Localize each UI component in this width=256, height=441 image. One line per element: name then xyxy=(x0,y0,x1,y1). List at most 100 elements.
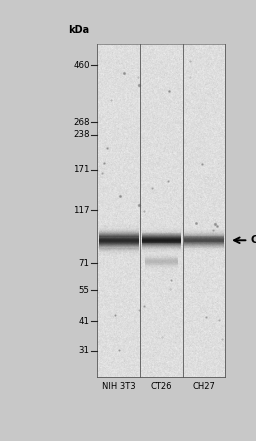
Bar xyxy=(99,235,139,236)
Text: 55: 55 xyxy=(79,285,90,295)
Bar xyxy=(99,230,139,231)
Bar xyxy=(184,241,224,242)
Bar xyxy=(142,249,180,250)
Bar xyxy=(99,244,139,245)
Bar xyxy=(99,242,139,243)
Bar xyxy=(99,249,139,250)
Bar xyxy=(145,265,178,266)
Text: 31: 31 xyxy=(79,346,90,355)
Bar xyxy=(142,242,180,243)
Bar xyxy=(145,256,178,257)
Bar xyxy=(99,225,139,227)
Bar xyxy=(142,240,180,241)
Bar xyxy=(142,241,180,242)
Bar xyxy=(99,233,139,234)
Bar xyxy=(99,250,139,251)
Bar xyxy=(184,245,224,246)
Bar xyxy=(145,259,178,260)
Bar xyxy=(184,249,224,250)
Bar xyxy=(145,261,178,262)
Bar xyxy=(99,245,139,247)
Bar xyxy=(184,230,224,231)
Bar xyxy=(142,227,180,228)
Text: 268: 268 xyxy=(73,118,90,127)
Bar xyxy=(184,247,224,248)
Bar xyxy=(142,232,180,233)
Bar xyxy=(99,231,139,232)
Bar xyxy=(145,254,178,255)
Bar xyxy=(145,257,178,258)
Text: 171: 171 xyxy=(73,165,90,175)
Bar xyxy=(145,251,178,252)
Text: CH27: CH27 xyxy=(193,382,215,391)
Bar xyxy=(184,239,224,240)
Bar xyxy=(142,247,180,248)
Bar xyxy=(184,229,224,230)
Bar xyxy=(142,229,180,230)
Bar xyxy=(145,263,178,264)
Bar xyxy=(142,239,180,240)
Text: 460: 460 xyxy=(73,61,90,70)
Text: CT26: CT26 xyxy=(151,382,172,391)
Bar xyxy=(142,248,180,249)
Bar xyxy=(142,243,180,244)
Bar xyxy=(99,241,139,242)
Text: kDa: kDa xyxy=(68,25,90,35)
Bar xyxy=(184,244,224,245)
Bar xyxy=(142,246,180,247)
Bar xyxy=(142,231,180,232)
Bar xyxy=(184,242,224,243)
Bar xyxy=(145,258,178,259)
Bar xyxy=(142,250,180,251)
Bar xyxy=(99,229,139,230)
Bar xyxy=(145,262,178,263)
Bar xyxy=(184,228,224,229)
Bar xyxy=(142,237,180,238)
Bar xyxy=(145,260,178,261)
Bar xyxy=(99,236,139,238)
Bar xyxy=(184,232,224,233)
Bar xyxy=(99,247,139,249)
Text: 117: 117 xyxy=(73,206,90,215)
Bar xyxy=(99,240,139,241)
Bar xyxy=(99,228,139,229)
Bar xyxy=(142,252,180,254)
Bar xyxy=(184,250,224,251)
Bar xyxy=(99,224,139,225)
Bar xyxy=(99,234,139,235)
Bar xyxy=(142,233,180,235)
Bar xyxy=(184,231,224,232)
Bar xyxy=(142,245,180,246)
Bar xyxy=(145,266,178,267)
Text: 71: 71 xyxy=(79,258,90,268)
Text: 238: 238 xyxy=(73,131,90,139)
Bar xyxy=(145,270,178,271)
Text: NIH 3T3: NIH 3T3 xyxy=(102,382,135,391)
Bar xyxy=(145,267,178,268)
Bar xyxy=(99,243,139,244)
Bar xyxy=(184,236,224,237)
Bar xyxy=(99,227,139,228)
Bar xyxy=(99,252,139,253)
Bar xyxy=(184,240,224,241)
Bar xyxy=(184,243,224,244)
Bar xyxy=(184,235,224,236)
Bar xyxy=(99,238,139,239)
Bar xyxy=(145,253,178,254)
Bar xyxy=(145,264,178,265)
Bar xyxy=(99,232,139,233)
Bar xyxy=(184,237,224,238)
Bar xyxy=(97,44,225,377)
Bar xyxy=(145,268,178,269)
Bar xyxy=(99,255,139,256)
Bar xyxy=(99,239,139,240)
Bar xyxy=(142,236,180,237)
Text: 41: 41 xyxy=(79,317,90,325)
Bar xyxy=(145,269,178,270)
Bar xyxy=(99,254,139,255)
Bar xyxy=(184,252,224,253)
Bar xyxy=(145,271,178,272)
Bar xyxy=(184,251,224,252)
Bar xyxy=(184,238,224,239)
Text: Cul5: Cul5 xyxy=(251,235,256,245)
